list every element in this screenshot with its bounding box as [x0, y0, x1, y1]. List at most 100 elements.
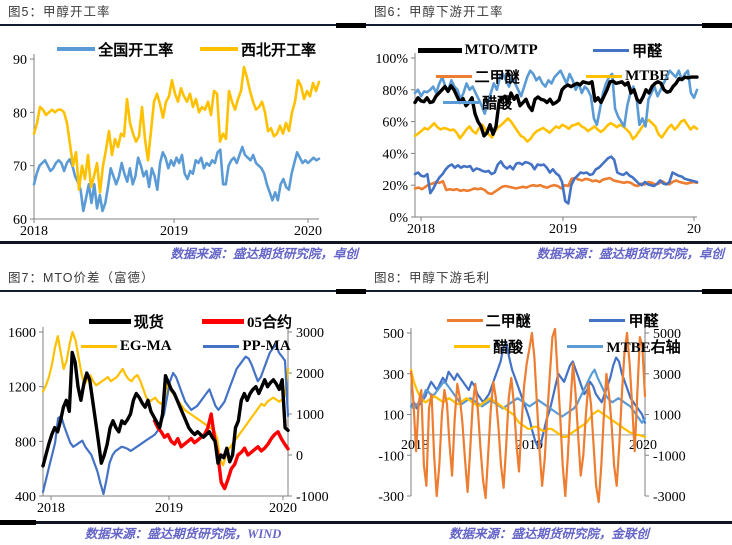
svg-text:2018: 2018: [37, 501, 65, 516]
legend-item: 二甲醚: [403, 63, 553, 89]
svg-text:-1000: -1000: [653, 449, 686, 464]
svg-text:100: 100: [383, 409, 404, 424]
svg-text:2020: 2020: [269, 501, 297, 516]
chart-legend: 全国开工率 西北开工率: [44, 37, 329, 61]
row-divider-bottom: [0, 520, 732, 525]
legend-label: PP-MA: [242, 338, 291, 354]
legend-line-swatch: [586, 74, 623, 78]
svg-text:-1000: -1000: [296, 490, 329, 505]
fig7-figure: 现货 05合约 EG-MA PP-MA 1600 1200 800 400 3000 2000 10…: [0, 293, 366, 521]
svg-text:5000: 5000: [653, 327, 681, 342]
chart-svg: 1600 1200 800 400 3000 2000 1000 0 -1000 2018 2019…: [8, 326, 329, 516]
svg-text:40%: 40%: [382, 147, 408, 162]
legend-line-swatch: [435, 74, 472, 78]
svg-text:1000: 1000: [296, 408, 324, 423]
legend-label: MTBE右轴: [606, 339, 681, 356]
legend-line-swatch: [567, 344, 604, 348]
legend-line-swatch: [593, 48, 630, 52]
svg-text:2019: 2019: [549, 222, 577, 237]
legend-item: 醋酸: [403, 89, 553, 115]
legend-label: 现货: [133, 315, 164, 331]
legend-line-swatch: [88, 319, 131, 324]
legend-item: 05合约: [187, 309, 308, 334]
legend-item: MTBE右轴: [556, 333, 691, 359]
fig5-figure: 全国开工率 西北开工率 90 80 70 60 2018 2019 2020: [0, 27, 366, 241]
fig6-top-rule: [366, 23, 732, 28]
legend-line-swatch: [57, 47, 96, 51]
legend-label: 二甲醚: [485, 313, 531, 330]
charts-row-top: 图5：甲醇开工率 全国开工率 西北开工率 90 80 70 60 2018 2019 2020 …: [0, 0, 732, 241]
svg-text:1600: 1600: [8, 326, 36, 341]
fig8-source: 数据来源：盛达期货研究院，金联创: [448, 527, 649, 541]
svg-text:80%: 80%: [382, 84, 408, 99]
chart-svg: 500300100-100-300500030001000-1000-30002…: [378, 327, 686, 505]
svg-text:300: 300: [383, 368, 404, 383]
fig6-panel: 图6：甲醇下游开工率 MTO/MTP 甲醛 二甲醚 MTBE 醋酸 100% 80% 60% 4…: [366, 0, 732, 241]
legend-label: MTBE: [625, 67, 670, 84]
legend-label: 05合约: [247, 315, 293, 331]
sources-row-top: 数据来源：盛达期货研究院，卓创 数据来源：盛达期货研究院，卓创: [0, 244, 732, 264]
legend-label: MTO/MTP: [464, 41, 538, 58]
legend-line-swatch: [443, 100, 480, 104]
legend-line-swatch: [589, 318, 626, 322]
chart-legend: 二甲醚 甲醛 醋酸 MTBE右轴: [421, 307, 692, 359]
row-divider-top: [0, 241, 732, 244]
svg-text:-3000: -3000: [653, 490, 686, 505]
legend-label: 醋酸: [493, 339, 524, 356]
svg-text:1000: 1000: [653, 409, 681, 424]
svg-text:2018: 2018: [20, 224, 48, 239]
svg-text:90: 90: [13, 53, 27, 68]
legend-line-swatch: [202, 319, 245, 324]
svg-text:400: 400: [15, 490, 36, 505]
svg-text:60: 60: [13, 213, 27, 228]
svg-text:500: 500: [383, 327, 404, 342]
legend-label: 二甲醚: [474, 69, 520, 86]
legend-item: 现货: [66, 309, 187, 334]
fig7-panel: 图7：MTO价差（富德） 现货 05合约 EG-MA PP-MA 1600 1200 800…: [0, 264, 366, 521]
fig5-source: 数据来源：盛达期货研究院，卓创: [170, 247, 358, 261]
fig8-panel: 图8：甲醇下游毛利 二甲醚 甲醛 醋酸 MTBE右轴 500 300 100 -100 -300…: [366, 264, 732, 521]
svg-text:0%: 0%: [389, 211, 408, 226]
fig6-figure: MTO/MTP 甲醛 二甲醚 MTBE 醋酸 100% 80% 60% 40% 20% 0% 2018…: [366, 27, 732, 241]
legend-line-swatch: [80, 345, 117, 348]
legend-item: 二甲醚: [421, 307, 556, 333]
fig5-title: 图5：甲醇开工率: [8, 5, 111, 19]
charts-row-bottom: 图7：MTO价差（富德） 现货 05合约 EG-MA PP-MA 1600 1200 800…: [0, 264, 732, 521]
fig8-top-rule: [366, 289, 732, 294]
svg-text:80: 80: [13, 106, 27, 121]
svg-text:2000: 2000: [296, 367, 324, 382]
legend-label: EG-MA: [119, 338, 172, 354]
legend-item: 醋酸: [421, 333, 556, 359]
chart-legend: MTO/MTP 甲醛二甲醚 MTBE 醋酸: [403, 37, 703, 115]
fig7-title: 图7：MTO价差（富德）: [8, 271, 155, 285]
legend-item: PP-MA: [187, 334, 308, 359]
svg-text:20: 20: [687, 222, 701, 237]
fig5-panel: 图5：甲醇开工率 全国开工率 西北开工率 90 80 70 60 2018 2019 2020: [0, 0, 366, 241]
legend-line-swatch: [417, 47, 462, 53]
sources-row-bottom: 数据来源：盛达期货研究院，WIND 数据来源：盛达期货研究院，金联创: [0, 524, 732, 544]
legend-item: 全国开工率: [44, 37, 187, 61]
legend-line-swatch: [454, 344, 491, 348]
legend-label: 甲醛: [632, 43, 663, 60]
svg-text:3000: 3000: [653, 368, 681, 383]
svg-text:2019: 2019: [155, 501, 183, 516]
svg-text:0: 0: [296, 449, 303, 464]
legend-line-swatch: [203, 345, 240, 348]
legend-item: MTBE: [553, 63, 703, 89]
svg-text:2020: 2020: [294, 224, 322, 239]
fig8-figure: 二甲醚 甲醛 醋酸 MTBE右轴 500 300 100 -100 -300 5000 3000 10…: [366, 293, 732, 521]
svg-text:70: 70: [13, 160, 27, 175]
legend-item: EG-MA: [66, 334, 187, 359]
svg-text:3000: 3000: [296, 326, 324, 341]
svg-text:60%: 60%: [382, 116, 408, 131]
svg-text:20%: 20%: [382, 179, 408, 194]
svg-text:1200: 1200: [8, 381, 36, 396]
legend-label: 醋酸: [482, 95, 513, 112]
fig5-top-rule: [0, 23, 366, 28]
legend-line-swatch: [200, 47, 238, 51]
fig6-source: 数据来源：盛达期货研究院，卓创: [536, 247, 724, 261]
fig6-title: 图6：甲醇下游开工率: [374, 5, 504, 19]
legend-item: 西北开工率: [187, 37, 330, 61]
